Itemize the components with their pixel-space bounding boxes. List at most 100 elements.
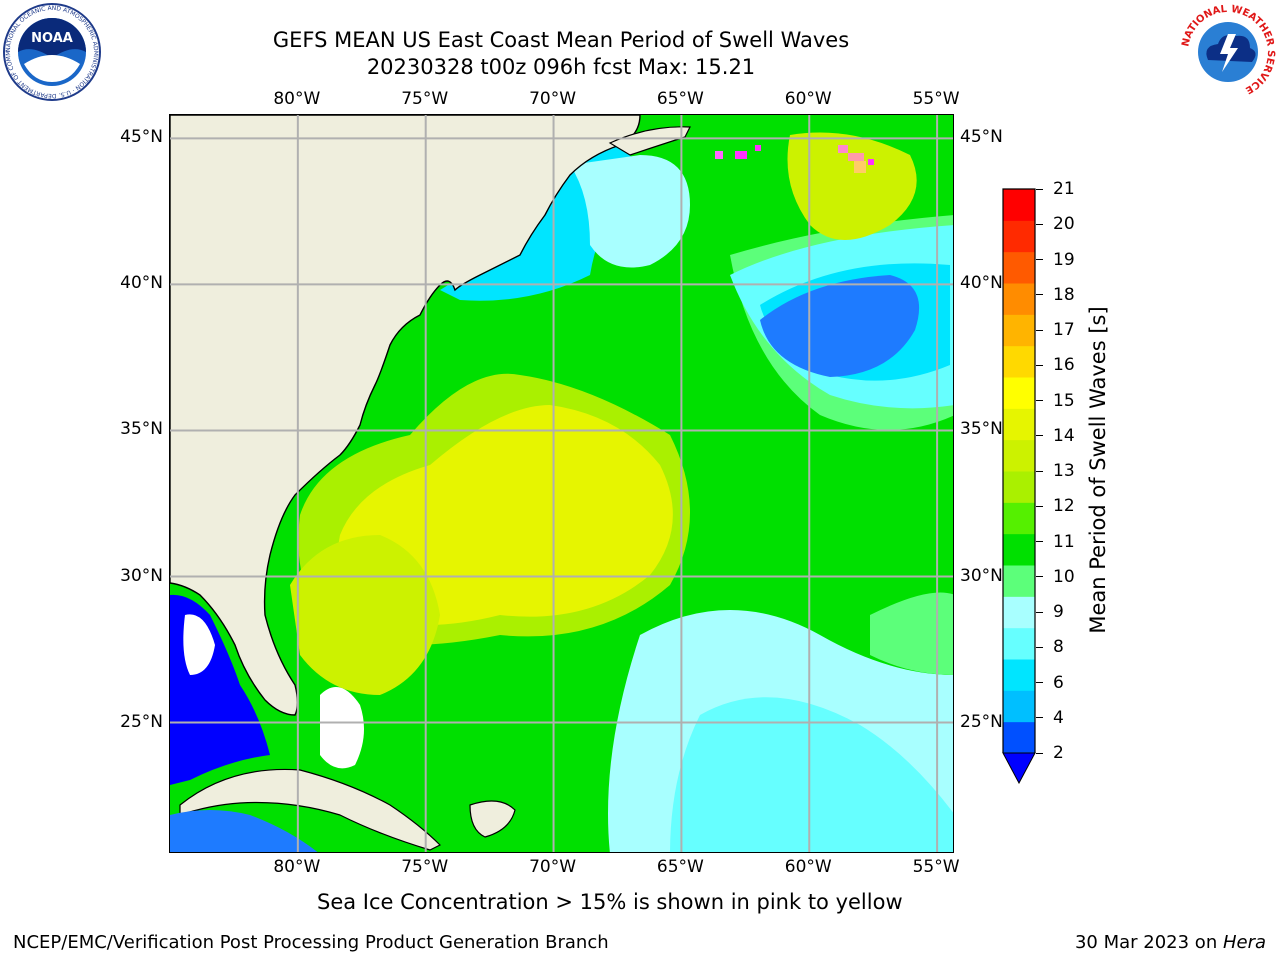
colorbar-segment <box>1003 690 1035 723</box>
land-yucatan <box>183 614 215 675</box>
land-nova-scotia <box>608 126 691 156</box>
medium-period-southeast <box>670 697 953 852</box>
colorbar-tick-mark <box>1036 294 1043 296</box>
noaa-logo: NATIONAL OCEANIC AND ATMOSPHERIC ADMINIS… <box>0 0 102 102</box>
colorbar-tick-label: 20 <box>1053 214 1075 235</box>
colorbar-tick-mark <box>1036 752 1043 754</box>
colorbar-segment <box>1003 627 1035 660</box>
warm-core-east-lobe <box>787 132 917 240</box>
map-svg <box>170 115 953 852</box>
graticule <box>170 115 953 852</box>
colorbar-segment <box>1003 314 1035 347</box>
land-bahamas <box>320 687 364 769</box>
footer-branch: NCEP/EMC/Verification Post Processing Pr… <box>13 932 609 953</box>
lon-tick-label-top: 70°W <box>529 89 577 109</box>
lat-tick-label-right: 40°N <box>960 273 1003 294</box>
colorbar-tick-label: 18 <box>1053 284 1075 305</box>
colorbar-tick-label: 16 <box>1053 355 1075 376</box>
svg-text:NOAA: NOAA <box>31 31 73 46</box>
lat-tick-label-right: 35°N <box>960 419 1003 440</box>
period-9-southeast <box>870 592 953 675</box>
colorbar-tick-mark <box>1036 400 1043 401</box>
colorbar-tick-label: 2 <box>1053 743 1064 763</box>
colorbar-segment <box>1003 345 1035 378</box>
colorbar-tick-mark <box>1036 223 1043 225</box>
colorbar-tick-mark <box>1036 682 1043 683</box>
lon-tick-label-bot: 60°W <box>784 857 832 877</box>
colorbar-segment <box>1003 659 1035 691</box>
colorbar-segment <box>1003 502 1035 535</box>
colorbar-tick-label: 17 <box>1053 320 1075 340</box>
sea-ice-note: Sea Ice Concentration > 15% is shown in … <box>317 890 903 914</box>
coastal-band-nova-scotia <box>570 155 690 268</box>
colorbar-segment <box>1003 471 1035 503</box>
colorbar-label: Mean Period of Swell Waves [s] <box>1086 306 1110 634</box>
chart-subtitle: 20230328 t00z 096h fcst Max: 15.21 <box>366 55 756 79</box>
colorbar-tick-mark <box>1036 435 1043 437</box>
colorbar-tick-label: 19 <box>1053 249 1075 270</box>
caribbean-low-period <box>170 810 318 852</box>
colorbar-segment <box>1003 565 1035 597</box>
lon-tick-label-top: 80°W <box>273 89 321 109</box>
colorbar-segment <box>1003 596 1035 629</box>
colorbar-tick-label: 4 <box>1053 707 1064 728</box>
colorbar-tick-label: 10 <box>1053 566 1075 587</box>
chart-title: GEFS MEAN US East Coast Mean Period of S… <box>272 28 850 52</box>
colorbar-tick-mark <box>1036 611 1043 613</box>
lat-tick-label-left: 45°N <box>120 127 163 148</box>
lat-tick-label-left: 40°N <box>120 273 163 294</box>
colorbar-segment <box>1003 251 1035 284</box>
lon-tick-label-top: 75°W <box>401 89 449 109</box>
low-period-blob <box>760 275 920 377</box>
colorbar-tick-mark <box>1036 717 1043 719</box>
warm-core-shelf <box>290 535 440 695</box>
colorbar-tick-label: 13 <box>1053 461 1075 481</box>
colorbar-tick-label: 14 <box>1053 425 1075 446</box>
colorbar-tick-label: 9 <box>1053 602 1064 622</box>
lon-tick-label-bot: 55°W <box>912 857 960 877</box>
land-hispaniola <box>469 800 516 838</box>
colorbar-tick-label: 15 <box>1053 390 1075 411</box>
footer-host: Hera <box>1222 932 1266 953</box>
colorbar-tick-mark <box>1036 259 1043 260</box>
colorbar-segment <box>1003 189 1035 221</box>
lat-tick-label-left: 35°N <box>120 419 163 440</box>
lon-tick-label-bot: 70°W <box>529 857 577 877</box>
colorbar-tick-mark <box>1036 541 1043 542</box>
colorbar-segment <box>1003 220 1035 253</box>
lat-tick-label-right: 25°N <box>960 711 1003 732</box>
colorbar-segment <box>1003 408 1035 441</box>
lon-tick-label-bot: 65°W <box>656 857 704 877</box>
colorbar-tick-mark <box>1036 470 1043 472</box>
map-panel <box>169 114 954 853</box>
colorbar-tick-mark <box>1036 576 1043 578</box>
colorbar-extend-arrow <box>1002 752 1036 785</box>
colorbar-tick-mark <box>1036 364 1043 366</box>
lon-tick-label-top: 65°W <box>656 89 704 109</box>
colorbar-segment <box>1003 721 1035 754</box>
colorbar-tick-label: 11 <box>1053 531 1075 552</box>
colorbar-segment <box>1003 283 1035 315</box>
colorbar-segment <box>1003 377 1035 409</box>
colorbar-tick-label: 21 <box>1053 179 1075 199</box>
lat-tick-label-right: 30°N <box>960 565 1003 586</box>
lon-tick-label-top: 60°W <box>784 89 832 109</box>
lon-tick-label-bot: 75°W <box>401 857 449 877</box>
colorbar-tick-label: 8 <box>1053 637 1064 658</box>
colorbar-tick-mark <box>1036 329 1043 331</box>
sea-ice-pixels <box>715 145 874 173</box>
footer-date-text: 30 Mar 2023 on <box>1074 932 1223 953</box>
nws-logo: NATIONAL WEATHER SERVICE <box>1178 2 1278 102</box>
colorbar-tick-mark <box>1036 188 1043 190</box>
colorbar-segment <box>1003 533 1035 566</box>
lon-tick-label-top: 55°W <box>912 89 960 109</box>
colorbar-tick-label: 6 <box>1053 672 1064 693</box>
lon-tick-label-bot: 80°W <box>273 857 321 877</box>
colorbar-segment <box>1003 439 1035 472</box>
colorbar-outline <box>1002 188 1036 753</box>
land-north-america <box>170 115 641 716</box>
colorbar <box>1002 188 1036 785</box>
lat-tick-label-right: 45°N <box>960 127 1003 148</box>
colorbar-tick-mark <box>1036 505 1043 507</box>
colorbar-tick-mark <box>1036 646 1043 648</box>
